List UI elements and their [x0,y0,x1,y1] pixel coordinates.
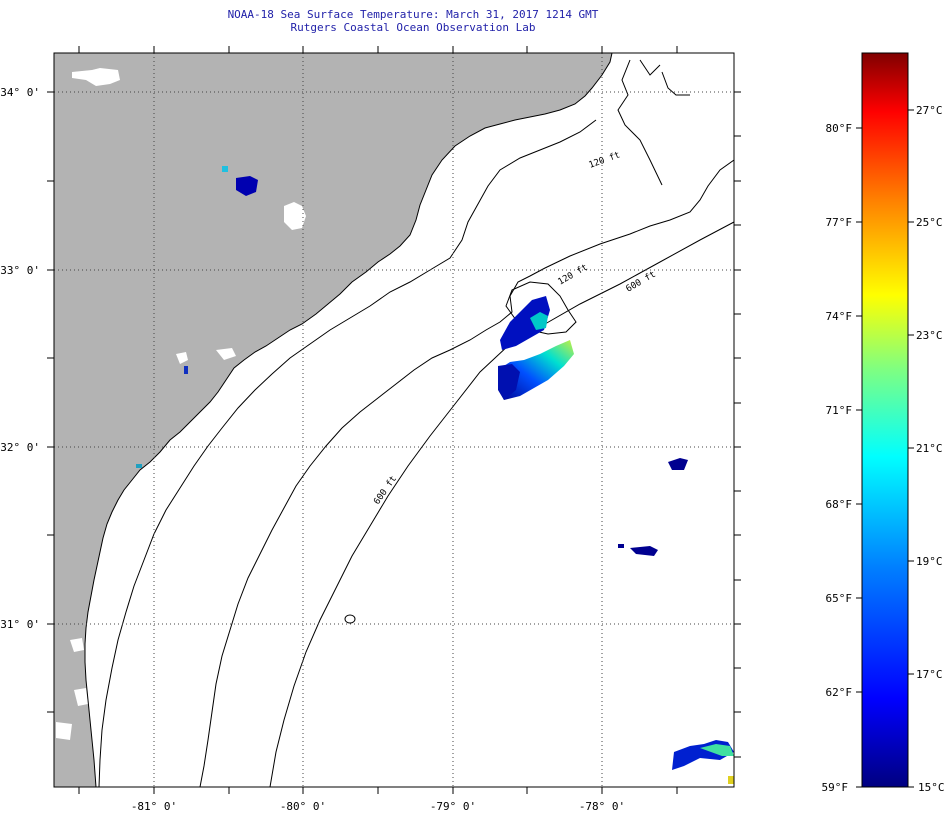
colorbar-ticks [856,109,914,788]
colorbar-f-label: 77°F [826,216,853,229]
sst-patch [222,166,228,172]
map-border [53,52,735,788]
lon-label: -81° 0' [131,800,177,813]
lon-label: -80° 0' [280,800,326,813]
colorbar-f-label: 74°F [826,310,853,323]
sst-patch [700,744,734,756]
cloud-patch [176,348,236,364]
sst-patch [184,366,188,374]
sst-patch [618,544,624,548]
sst-patch [668,458,688,470]
sst-patch [728,776,734,784]
colorbar-c-label: 15°C [918,781,944,794]
coastline [617,59,663,186]
land-area [54,53,612,787]
lat-label: 32° 0' [0,441,40,454]
colorbar-c-label: 25°C [916,216,943,229]
colorbar-c-label: 19°C [916,555,943,568]
map-subtitle: Rutgers Coastal Ocean Observation Lab [290,21,536,34]
sst-patch [630,546,658,556]
graticule [54,53,734,787]
isobath-30m [98,119,597,787]
sst-patch [136,464,142,468]
sst-data-patches [136,166,734,784]
sst-patch [236,176,258,196]
colorbar-f-label: 59°F [822,781,849,794]
coastline [84,53,613,787]
colorbar-f-label: 68°F [826,498,853,511]
map-title: NOAA-18 Sea Surface Temperature: March 3… [227,8,599,21]
sst-patch [500,296,550,350]
lon-label: -79° 0' [430,800,476,813]
colorbar-c-label: 27°C [916,104,943,117]
map-ticks [47,46,741,794]
colorbar: 80°F 77°F 74°F 71°F 68°F 65°F 62°F 59°F … [822,52,944,794]
isobath-600ft [269,221,734,787]
lat-label: 31° 0' [0,618,40,631]
colorbar-c-label: 21°C [916,442,943,455]
isobath-120ft [199,159,734,787]
lat-label: 34° 0' [0,86,40,99]
colorbar-gradient [861,52,909,788]
sst-patch [498,364,520,400]
isobath-loop [505,281,577,335]
colorbar-f-label: 71°F [826,404,853,417]
lon-label: -78° 0' [579,800,625,813]
cloud-patch [284,202,306,230]
cloud-patch [56,638,88,740]
sst-patch [530,312,548,330]
lat-label: 33° 0' [0,264,40,277]
coastline [661,71,690,96]
map-panel: 120 ft 600 ft 600 ft 120 ft [0,46,741,813]
colorbar-f-label: 65°F [826,592,853,605]
cloud-patch [72,68,120,86]
seamount-contour [344,614,356,624]
colorbar-c-label: 23°C [916,329,943,342]
colorbar-f-label: 62°F [826,686,853,699]
colorbar-c-label: 17°C [916,668,943,681]
colorbar-f-label: 80°F [826,122,853,135]
